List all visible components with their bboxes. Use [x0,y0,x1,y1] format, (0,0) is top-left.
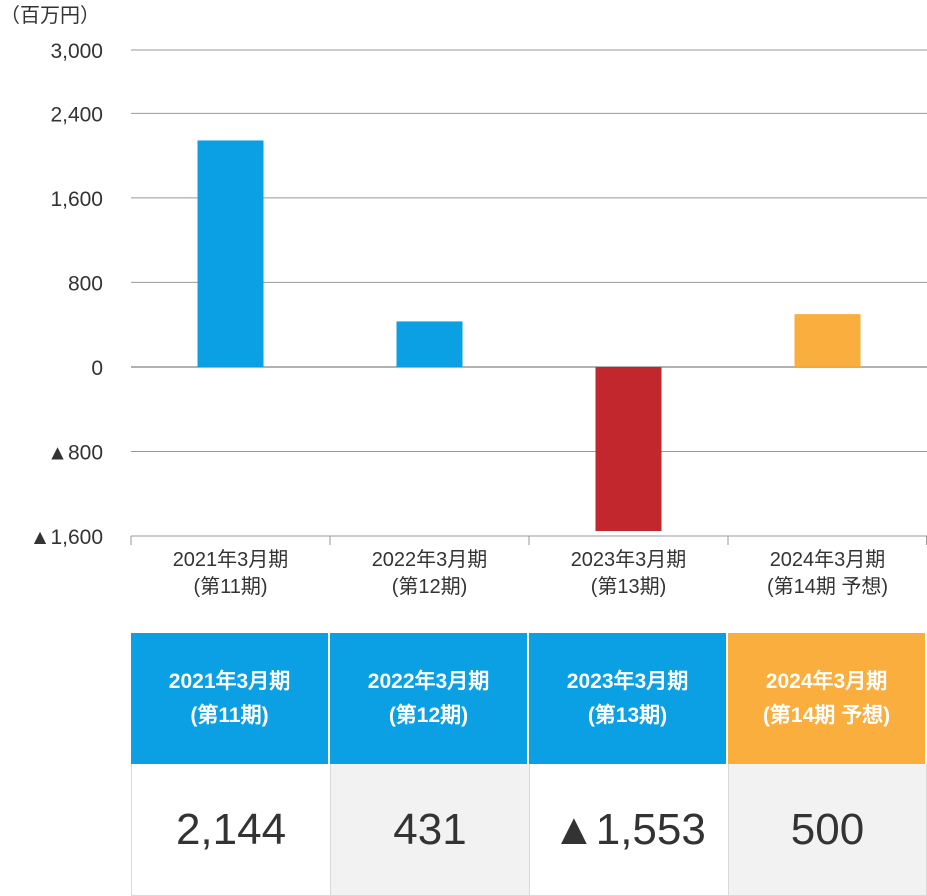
y-tick-label: ▲1,600 [30,526,103,549]
table-header-2021: 2021年3月期 (第11期) [131,633,330,764]
table-header-2024: 2024年3月期 (第14期 予想) [728,633,927,764]
x-tick-label: (第12期) [392,575,468,598]
table-header-line1: 2021年3月期 [168,669,291,693]
table-header-2022: 2022年3月期 (第12期) [330,633,529,764]
y-tick-label: 0 [91,357,103,380]
y-tick-label: ▲800 [47,441,103,464]
bar [396,321,463,367]
bar [595,366,662,532]
x-tick-label: 2022年3月期 [372,548,488,571]
table-value-2021: 2,144 [131,764,330,896]
table-value-2023: ▲1,553 [529,764,728,896]
table-header-line2: (第13期) [587,703,668,727]
y-tick-label: 1,600 [50,188,103,211]
bar [794,314,861,367]
x-tick-label: 2024年3月期 [770,548,886,571]
table-value-2024: 500 [728,764,927,896]
x-tick-label: (第14期 予想) [767,575,888,598]
x-tick-label: 2023年3月期 [571,548,687,571]
table-header-line1: 2023年3月期 [566,669,689,693]
y-tick-label: 2,400 [50,103,103,126]
table-header-line1: 2022年3月期 [367,669,490,693]
y-tick-label: 800 [68,272,103,295]
x-tick-label: (第13期) [591,575,667,598]
table-header-line1: 2024年3月期 [765,669,888,693]
table-header-line2: (第12期) [388,703,469,727]
bar [197,140,264,367]
table-value-2022: 431 [330,764,529,896]
results-table: 2021年3月期 (第11期) 2022年3月期 (第12期) 2023年3月期… [131,633,927,896]
unit-label: （百万円） [0,4,100,27]
table-header-line2: (第11期) [190,703,269,727]
y-tick-label: 3,000 [50,40,103,63]
x-tick-label: 2021年3月期 [173,548,289,571]
table-header-line2: (第14期 予想) [762,703,891,727]
x-tick-label: (第11期) [193,575,267,598]
bar-chart: （百万円） 3,000 2,400 1,600 800 0 ▲800 ▲1,600 2021年3… [0,4,927,598]
table-header-2023: 2023年3月期 (第13期) [529,633,728,764]
